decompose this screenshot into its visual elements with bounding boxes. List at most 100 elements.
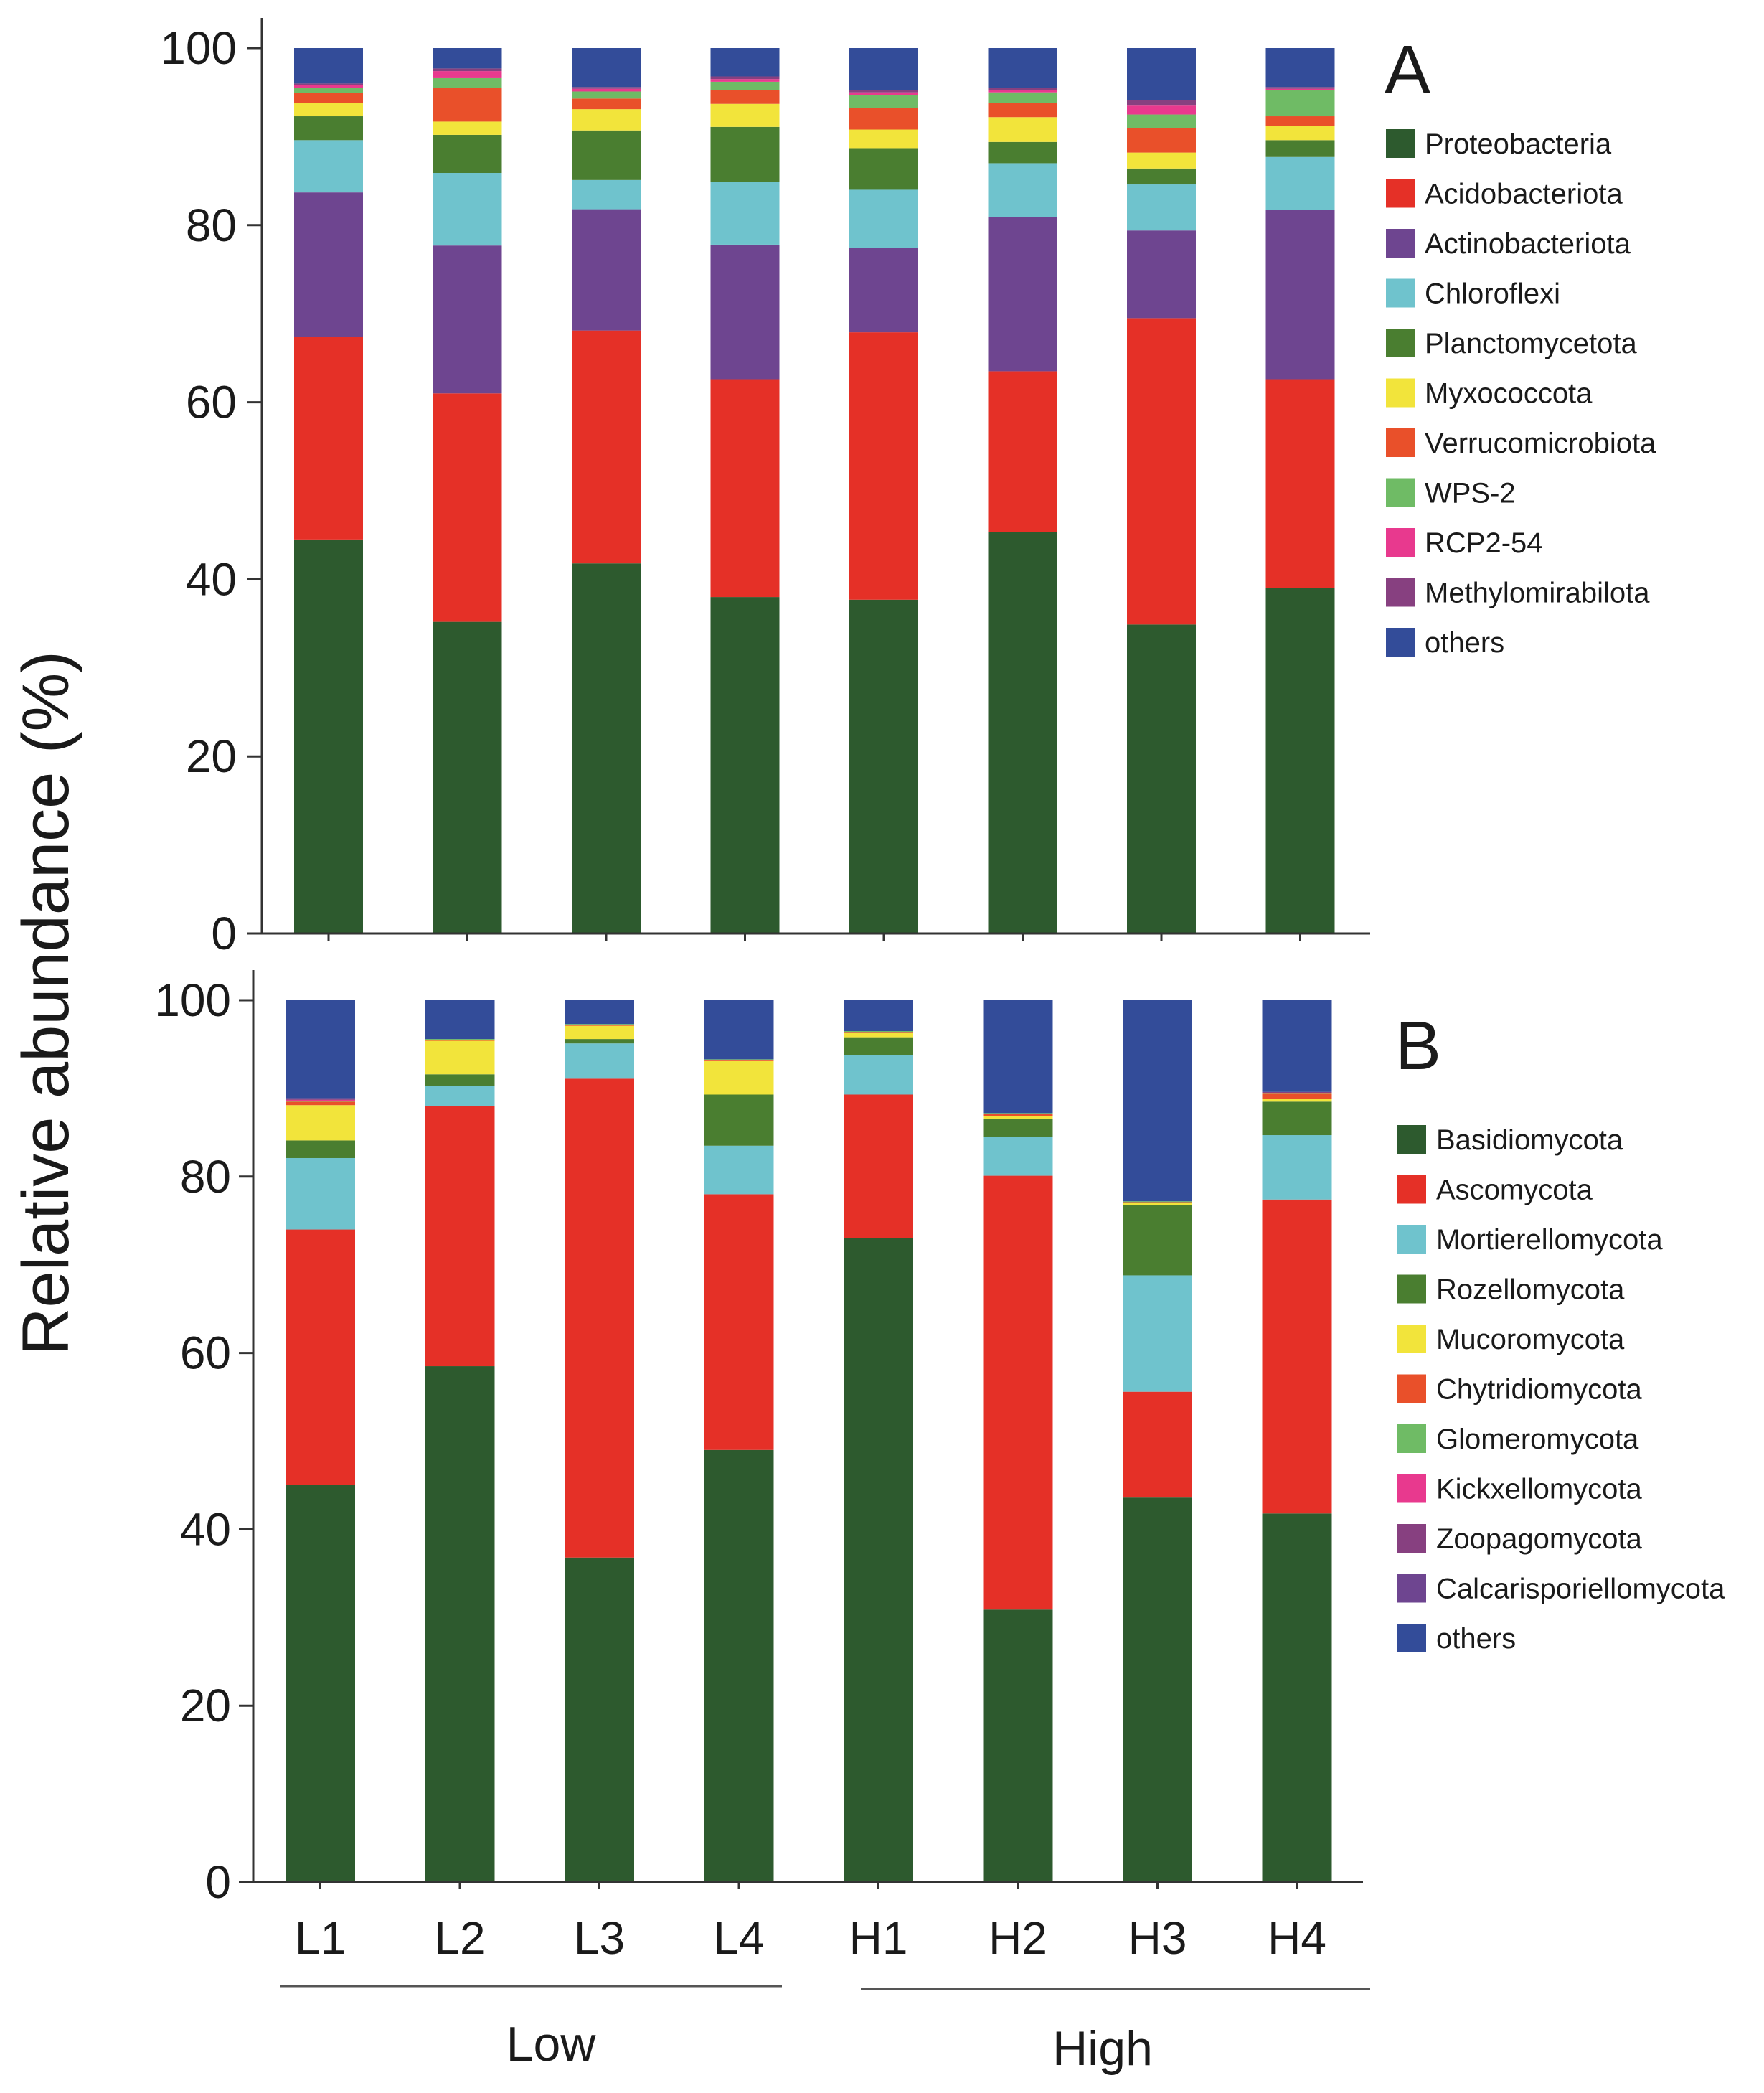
segment-L4-wps-2: [710, 81, 780, 90]
legend-item: Zoopagomycota: [1397, 1523, 1643, 1555]
segment-L4-rcp2-54: [710, 79, 780, 82]
segment-L2-others: [425, 1000, 495, 1040]
segment-L3-actinobacteriota: [572, 209, 641, 331]
segment-L4-acidobacteriota: [710, 379, 780, 598]
bar-H3: [1123, 1000, 1192, 1882]
panel-B: 0 20 40 60 80 100 B Basidiomycota Ascomycota Mort…: [154, 970, 1725, 1908]
segment-L4-basidiomycota: [704, 1449, 774, 1882]
segment-L4-others: [710, 48, 780, 77]
legend-swatch: [1386, 329, 1415, 357]
bar-H3: [1127, 48, 1196, 933]
segment-H2-planctomycetota: [988, 141, 1057, 164]
legend-label: Rozellomycota: [1436, 1274, 1625, 1306]
legend-swatch: [1386, 129, 1415, 158]
bar-L3: [565, 1000, 634, 1882]
segment-H2-basidiomycota: [983, 1609, 1053, 1882]
y-tick-label: 20: [186, 730, 237, 782]
segment-L1-chytridiomycota: [286, 1101, 355, 1106]
segment-H2-others: [983, 1000, 1053, 1114]
segment-L1-zoopagomycota: [286, 1099, 355, 1100]
legend-item: Acidobacteriota: [1386, 179, 1623, 210]
segment-H3-acidobacteriota: [1127, 318, 1196, 625]
segment-H4-ascomycota: [1262, 1199, 1332, 1514]
segment-L3-acidobacteriota: [572, 330, 641, 564]
segment-L2-acidobacteriota: [433, 393, 502, 622]
legend-item: Methylomirabilota: [1386, 578, 1650, 609]
legend-swatch: [1397, 1574, 1426, 1603]
segment-L3-basidiomycota: [565, 1557, 634, 1882]
segment-H3-chloroflexi: [1127, 184, 1196, 231]
segment-H1-others: [844, 1000, 913, 1032]
segment-L1-acidobacteriota: [294, 337, 363, 540]
segment-L1-rozellomycota: [286, 1140, 355, 1158]
bar-L1: [294, 48, 363, 933]
legend-label: Basidiomycota: [1436, 1124, 1623, 1156]
legend-label: Mucoromycota: [1436, 1324, 1625, 1355]
segment-H3-methylomirabilota: [1127, 100, 1196, 106]
segment-L3-mortierellomycota: [565, 1043, 634, 1079]
segment-H1-verrucomicrobiota: [849, 108, 918, 130]
legend-item: Verrucomicrobiota: [1386, 428, 1656, 459]
segment-H3-others: [1127, 48, 1196, 100]
segment-L1-mucoromycota: [286, 1105, 355, 1141]
segment-H1-actinobacteriota: [849, 248, 918, 333]
legend-item: Calcarisporiellomycota: [1397, 1574, 1725, 1605]
segment-H1-glomeromycota: [844, 1031, 913, 1033]
legend-swatch: [1386, 578, 1415, 607]
segment-L2-basidiomycota: [425, 1366, 495, 1882]
legend-item: Chytridiomycota: [1397, 1374, 1643, 1406]
legend-label: Mortierellomycota: [1436, 1224, 1663, 1256]
group-label: Low: [506, 2017, 597, 2071]
panel-letter: B: [1395, 1007, 1441, 1084]
bar-L1: [286, 1000, 355, 1882]
legend-swatch: [1386, 278, 1415, 308]
legend-item: Proteobacteria: [1386, 128, 1612, 160]
segment-L3-methylomirabilota: [572, 87, 641, 89]
segment-H4-mucoromycota: [1262, 1099, 1332, 1102]
segment-L1-calcarisporiellomycota: [286, 1098, 355, 1099]
segment-L3-mucoromycota: [565, 1025, 634, 1040]
segment-L2-glomeromycota: [425, 1039, 495, 1040]
segment-L1-others: [294, 48, 363, 84]
segment-L4-proteobacteria: [710, 597, 780, 933]
legend-swatch: [1386, 528, 1415, 557]
legend-label: Chytridiomycota: [1436, 1374, 1643, 1406]
y-tick-label: 40: [186, 553, 237, 605]
segment-L2-mucoromycota: [425, 1040, 495, 1075]
segment-H4-verrucomicrobiota: [1265, 116, 1335, 126]
segment-H4-wps-2: [1265, 89, 1335, 117]
legend-item: Ascomycota: [1397, 1175, 1593, 1206]
bar-L4: [710, 48, 780, 933]
segment-L4-ascomycota: [704, 1194, 774, 1450]
segment-H3-planctomycetota: [1127, 168, 1196, 185]
segment-L3-ascomycota: [565, 1078, 634, 1558]
legend-label: Chloroflexi: [1425, 278, 1560, 310]
segment-H2-ascomycota: [983, 1175, 1053, 1610]
segment-H2-mucoromycota: [983, 1115, 1053, 1119]
legend-label: Myxococcota: [1425, 378, 1593, 410]
segment-H3-wps-2: [1127, 114, 1196, 128]
segment-H1-basidiomycota: [844, 1238, 913, 1882]
segment-H2-acidobacteriota: [988, 371, 1057, 532]
legend-item: Chloroflexi: [1386, 278, 1560, 310]
legend-label: Acidobacteriota: [1425, 179, 1623, 210]
segment-H2-chloroflexi: [988, 163, 1057, 217]
legend-label: Proteobacteria: [1425, 128, 1612, 160]
legend: Basidiomycota Ascomycota Mortierellomycota…: [1397, 1124, 1725, 1655]
legend-label: RCP2-54: [1425, 527, 1543, 559]
segment-H4-zoopagomycota: [1262, 1091, 1332, 1093]
segment-H2-actinobacteriota: [988, 217, 1057, 372]
segment-H2-wps-2: [988, 92, 1057, 103]
segment-H4-basidiomycota: [1262, 1513, 1332, 1882]
segment-H3-myxococcota: [1127, 152, 1196, 169]
segment-H2-mortierellomycota: [983, 1137, 1053, 1176]
segment-H2-verrucomicrobiota: [988, 103, 1057, 118]
legend-label: WPS-2: [1425, 478, 1516, 509]
legend-item: WPS-2: [1386, 478, 1516, 509]
segment-H3-ascomycota: [1123, 1391, 1192, 1498]
segment-H1-methylomirabilota: [849, 89, 918, 93]
segment-H4-others: [1262, 1000, 1332, 1092]
segment-L3-myxococcota: [572, 109, 641, 131]
legend-label: Methylomirabilota: [1425, 578, 1650, 609]
segment-L2-myxococcota: [433, 121, 502, 135]
